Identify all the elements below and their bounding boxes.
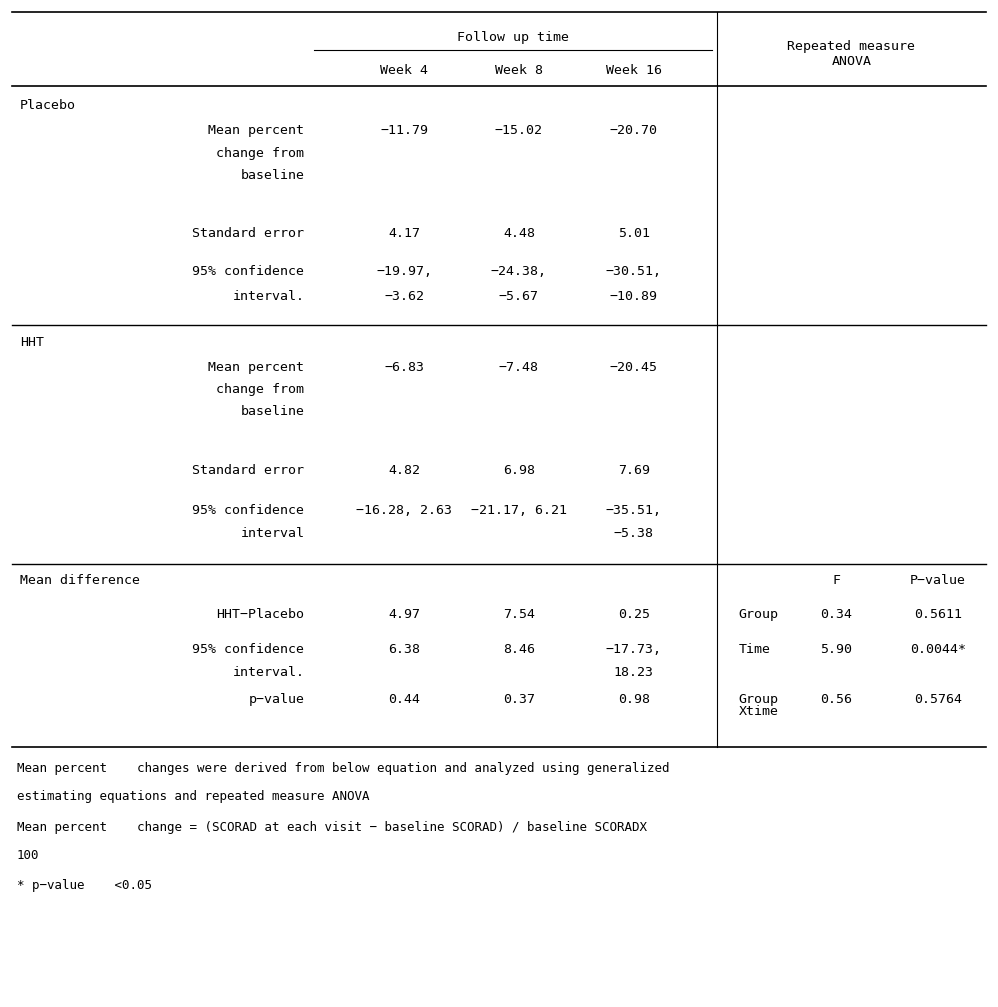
Text: −11.79: −11.79 (380, 125, 428, 137)
Text: change from: change from (217, 147, 304, 159)
Text: interval.: interval. (233, 667, 304, 679)
Text: −15.02: −15.02 (495, 125, 543, 137)
Text: 4.48: 4.48 (503, 228, 535, 240)
Text: Mean percent    changes were derived from below equation and analyzed using gene: Mean percent changes were derived from b… (17, 762, 670, 775)
Text: 0.37: 0.37 (503, 694, 535, 706)
Text: Mean percent: Mean percent (209, 362, 304, 374)
Text: Group: Group (739, 608, 778, 620)
Text: Standard error: Standard error (193, 228, 304, 240)
Text: −16.28, 2.63: −16.28, 2.63 (356, 505, 452, 517)
Text: −21.17, 6.21: −21.17, 6.21 (471, 505, 567, 517)
Text: −6.83: −6.83 (384, 362, 424, 374)
Text: estimating equations and repeated measure ANOVA: estimating equations and repeated measur… (17, 790, 369, 804)
Text: 95% confidence: 95% confidence (193, 643, 304, 656)
Text: Week 4: Week 4 (380, 64, 428, 77)
Text: −17.73,: −17.73, (606, 643, 662, 656)
Text: Mean percent: Mean percent (209, 125, 304, 137)
Text: 0.25: 0.25 (618, 608, 650, 620)
Text: interval.: interval. (233, 290, 304, 302)
Text: Mean percent    change = (SCORAD at each visit − baseline SCORAD) / baseline SCO: Mean percent change = (SCORAD at each vi… (17, 821, 647, 834)
Text: 18.23: 18.23 (614, 667, 654, 679)
Text: * p−value    <0.05: * p−value <0.05 (17, 879, 152, 892)
Text: P−value: P−value (910, 574, 966, 586)
Text: 4.97: 4.97 (388, 608, 420, 620)
Text: −3.62: −3.62 (384, 290, 424, 302)
Text: −10.89: −10.89 (610, 290, 658, 302)
Text: −5.38: −5.38 (614, 528, 654, 540)
Text: 5.90: 5.90 (820, 643, 852, 656)
Text: HHT: HHT (20, 336, 44, 348)
Text: 0.5764: 0.5764 (914, 694, 962, 706)
Text: 0.56: 0.56 (820, 694, 852, 706)
Text: 5.01: 5.01 (618, 228, 650, 240)
Text: 4.17: 4.17 (388, 228, 420, 240)
Text: HHT−Placebo: HHT−Placebo (217, 608, 304, 620)
Text: baseline: baseline (241, 169, 304, 181)
Text: −20.70: −20.70 (610, 125, 658, 137)
Text: −7.48: −7.48 (499, 362, 539, 374)
Text: −19.97,: −19.97, (376, 266, 432, 278)
Text: 100: 100 (17, 849, 40, 862)
Text: 0.98: 0.98 (618, 694, 650, 706)
Text: Mean difference: Mean difference (20, 574, 140, 586)
Text: 95% confidence: 95% confidence (193, 266, 304, 278)
Text: −30.51,: −30.51, (606, 266, 662, 278)
Text: Repeated measure
ANOVA: Repeated measure ANOVA (787, 40, 915, 67)
Text: Follow up time: Follow up time (457, 31, 569, 43)
Text: Standard error: Standard error (193, 464, 304, 476)
Text: Group: Group (739, 694, 778, 706)
Text: interval: interval (241, 528, 304, 540)
Text: Placebo: Placebo (20, 100, 76, 112)
Text: 6.38: 6.38 (388, 643, 420, 656)
Text: 8.46: 8.46 (503, 643, 535, 656)
Text: −35.51,: −35.51, (606, 505, 662, 517)
Text: Week 8: Week 8 (495, 64, 543, 77)
Text: 95% confidence: 95% confidence (193, 505, 304, 517)
Text: F: F (832, 574, 840, 586)
Text: change from: change from (217, 384, 304, 396)
Text: 7.54: 7.54 (503, 608, 535, 620)
Text: 4.82: 4.82 (388, 464, 420, 476)
Text: Time: Time (739, 643, 770, 656)
Text: 7.69: 7.69 (618, 464, 650, 476)
Text: 0.5611: 0.5611 (914, 608, 962, 620)
Text: baseline: baseline (241, 406, 304, 418)
Text: −20.45: −20.45 (610, 362, 658, 374)
Text: 0.44: 0.44 (388, 694, 420, 706)
Text: −5.67: −5.67 (499, 290, 539, 302)
Text: p−value: p−value (249, 694, 304, 706)
Text: Xtime: Xtime (739, 706, 778, 718)
Text: −24.38,: −24.38, (491, 266, 547, 278)
Text: 0.0044*: 0.0044* (910, 643, 966, 656)
Text: 0.34: 0.34 (820, 608, 852, 620)
Text: 6.98: 6.98 (503, 464, 535, 476)
Text: Week 16: Week 16 (606, 64, 662, 77)
